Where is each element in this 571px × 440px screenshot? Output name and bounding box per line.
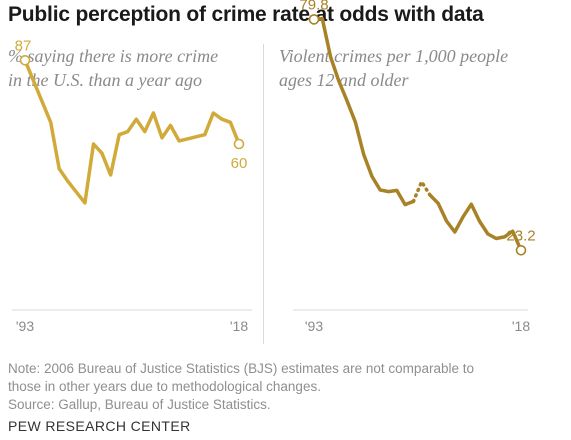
right-start-value-label: 79.8 bbox=[299, 0, 328, 13]
right-x-tick-label: '93 bbox=[305, 318, 323, 334]
right-x-tick-label: '18 bbox=[512, 318, 530, 334]
right-subtitle-line2: ages 12 and older bbox=[279, 70, 409, 90]
right-series-line-pre bbox=[312, 16, 416, 207]
left-x-tick-label: '18 bbox=[230, 318, 248, 334]
right-chart-subtitle: Violent crimes per 1,000 people ages 12 … bbox=[279, 44, 564, 92]
chart-title: Public perception of crime rate at odds … bbox=[8, 3, 484, 26]
left-x-tick-label: '93 bbox=[16, 318, 34, 334]
charts-canvas: 87 60 '93 '18 79.8 23.2 '93 '18 bbox=[12, 0, 536, 334]
right-end-marker bbox=[515, 245, 527, 256]
left-subtitle-line2: in the U.S. than a year ago bbox=[8, 70, 202, 90]
left-start-value-label: 87 bbox=[15, 37, 32, 54]
note-line2: those in other years due to methodologic… bbox=[8, 379, 321, 394]
note-block: Note: 2006 Bureau of Justice Statistics … bbox=[8, 360, 568, 414]
right-end-value-label: 23.2 bbox=[506, 227, 535, 244]
pew-research-center-brand: PEW RESEARCH CENTER bbox=[8, 418, 191, 434]
left-end-value-label: 60 bbox=[231, 155, 248, 172]
right-series-line-post bbox=[428, 193, 523, 253]
left-chart-subtitle: % saying there is more crime in the U.S.… bbox=[8, 44, 258, 92]
panel-divider bbox=[263, 44, 264, 344]
left-series-line bbox=[23, 58, 241, 205]
right-subtitle-line1: Violent crimes per 1,000 people bbox=[279, 46, 509, 66]
right-start-marker bbox=[308, 14, 320, 25]
note-line1: Note: 2006 Bureau of Justice Statistics … bbox=[8, 361, 474, 376]
source-line: Source: Gallup, Bureau of Justice Statis… bbox=[8, 397, 271, 412]
left-subtitle-line1: % saying there is more crime bbox=[8, 46, 219, 66]
left-end-marker bbox=[233, 138, 245, 150]
left-start-marker bbox=[19, 54, 31, 66]
right-series-line-dotted bbox=[411, 180, 432, 204]
